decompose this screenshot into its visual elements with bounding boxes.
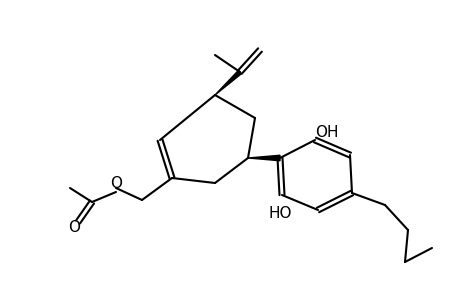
Text: HO: HO — [268, 206, 291, 220]
Polygon shape — [247, 155, 280, 161]
Polygon shape — [214, 70, 241, 95]
Text: O: O — [110, 176, 122, 191]
Text: OH: OH — [314, 124, 338, 140]
Text: O: O — [68, 220, 80, 236]
